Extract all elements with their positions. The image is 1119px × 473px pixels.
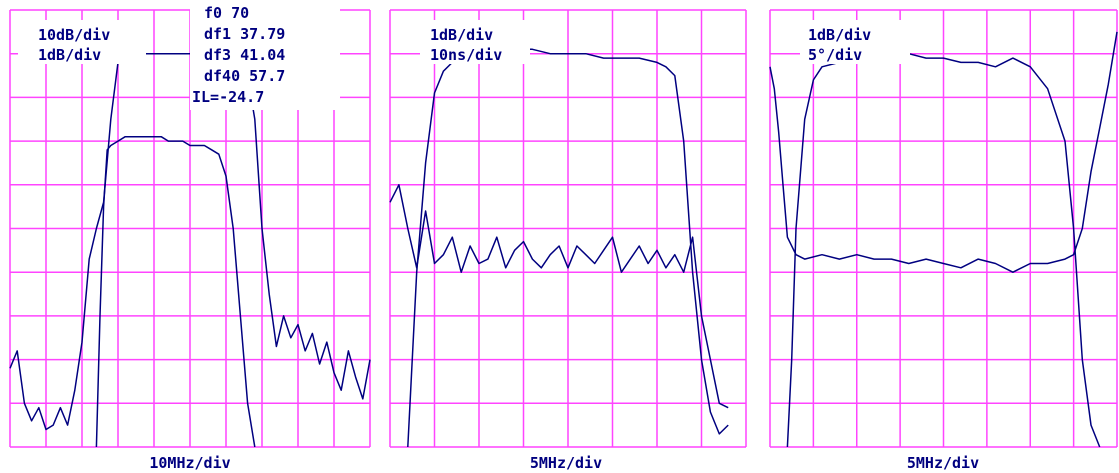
annotation-df3: df3 41.04 (204, 46, 285, 64)
panel-middle-trace-2 (389, 184, 729, 409)
chart-panel-middle: 1dB/div 10ns/div 5MHz/div (389, 9, 747, 472)
panel-middle-trace-1 (407, 48, 729, 448)
panel-right-scale-label-bg (800, 20, 910, 64)
annotation-df1: df1 37.79 (204, 25, 285, 43)
panel-right-trace-2 (769, 31, 1118, 273)
panel-left-x-scale: 10MHz/div (149, 454, 230, 472)
panel-right-trace-1 (786, 52, 1101, 448)
panel-right-x-scale: 5MHz/div (907, 454, 979, 472)
panel-middle-y-scale-1: 1dB/div (430, 26, 493, 44)
panel-left-annotation-bg (190, 4, 340, 110)
panel-left-y-scale-2: 1dB/div (38, 46, 101, 64)
panel-middle-x-scale: 5MHz/div (530, 454, 602, 472)
annotation-insertion-loss: IL=-24.7 (192, 88, 264, 106)
panel-right-y-scale-2: 5°/div (808, 46, 862, 64)
chart-panel-left: 10dB/div 1dB/div f0 70 df1 37.79 df3 41.… (9, 4, 371, 472)
panel-right-traces (769, 31, 1118, 448)
panel-right-y-scale-1: 1dB/div (808, 26, 871, 44)
annotation-df40: df40 57.7 (204, 67, 285, 85)
panel-right-grid (769, 9, 1118, 448)
annotation-f0: f0 70 (204, 4, 249, 22)
panel-left-y-scale-1: 10dB/div (38, 26, 110, 44)
panel-left-scale-label-bg (18, 20, 146, 64)
panel-middle-y-scale-2: 10ns/div (430, 46, 502, 64)
chart-panel-right: 1dB/div 5°/div 5MHz/div (769, 9, 1118, 472)
panel-left-trace-2 (95, 135, 256, 448)
panel-middle-traces (389, 48, 729, 448)
panel-middle-grid (389, 9, 747, 448)
panel-middle-scale-label-bg (420, 20, 530, 64)
